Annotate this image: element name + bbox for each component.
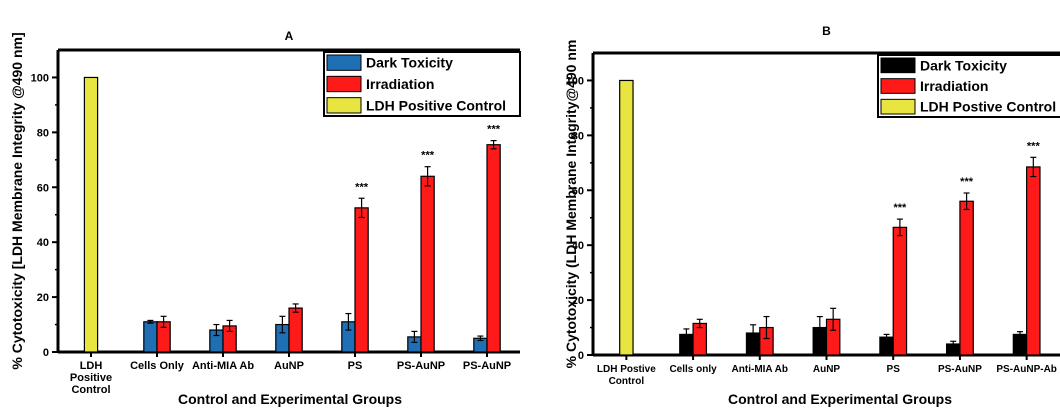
- y-tick-label: 60: [37, 182, 49, 194]
- y-tick-label: 0: [578, 350, 584, 362]
- x-tick-label-line: Positive: [70, 372, 112, 384]
- bar-irradiation: [692, 322, 708, 356]
- legend-entry: Dark Toxicity: [366, 55, 453, 71]
- x-tick-label: PS-AuNP: [463, 360, 511, 372]
- x-tick-label: AuNP: [813, 364, 841, 375]
- legend-entry: Irradiation: [920, 78, 988, 94]
- chart-title: A: [285, 29, 294, 43]
- bar-irradiation: [354, 207, 369, 353]
- bar-irradiation: [892, 226, 908, 356]
- y-tick-label: 80: [37, 127, 49, 139]
- x-tick-label-line: LDH: [80, 360, 103, 372]
- x-tick-label: Cells Only: [130, 360, 185, 372]
- chart-panel-a: A 0 20 40 60 80 100 LDH Positive Control Cells Onl…: [9, 29, 521, 407]
- bar-ldh-positive-control: [83, 76, 99, 353]
- significance-annotation: ***: [487, 124, 501, 136]
- x-tick-label: Anti-MIA Ab: [732, 364, 788, 375]
- x-tick-label: AuNP: [274, 360, 304, 372]
- bar-irradiation: [420, 175, 435, 353]
- legend-swatch: [326, 54, 362, 71]
- y-axis-label: % Cytotoxicity (LDH Membrane Integrity@4…: [563, 40, 579, 369]
- x-tick-label: PS-AuNP-Ab: [996, 364, 1057, 375]
- legend-swatch: [880, 78, 916, 94]
- x-tick-label: PS-AuNP: [938, 364, 982, 375]
- legend-swatch: [880, 57, 916, 74]
- significance-annotation: ***: [355, 181, 369, 193]
- chart-title: B: [822, 24, 831, 38]
- bar-irradiation: [959, 200, 974, 356]
- legend-swatch: [880, 98, 916, 115]
- x-tick-label: Anti-MIA Ab: [192, 360, 254, 372]
- legend-swatch: [326, 97, 362, 114]
- y-tick-label: 20: [37, 292, 49, 304]
- y-tick-label: 20: [572, 295, 584, 307]
- x-tick-label: PS: [887, 364, 901, 375]
- bar-irradiation: [288, 307, 303, 353]
- bar-irradiation: [486, 144, 501, 353]
- y-tick-label: 100: [566, 75, 584, 87]
- bar-ldh-postive-control: [619, 79, 634, 356]
- x-tick-label: Cells only: [669, 364, 717, 375]
- x-tick-label-line: Control: [609, 376, 645, 387]
- legend-entry: Irradiation: [366, 76, 434, 92]
- bar-dark-toxicity: [143, 321, 158, 353]
- y-axis-label: % Cytotoxicity [LDH Membrane Integrity @…: [9, 32, 25, 369]
- x-tick-label: PS: [348, 360, 363, 372]
- legend-entry: LDH Postive Control: [920, 99, 1056, 115]
- x-tick-label-line: Control: [71, 384, 110, 396]
- y-tick-label: 40: [37, 237, 49, 249]
- x-tick-label: PS-AuNP: [397, 360, 445, 372]
- legend-entry: Dark Toxicity: [920, 57, 1007, 73]
- x-tick-label: LDH Positive Control: [70, 360, 112, 396]
- chart-panel-b: B 0 20 40 60 80 100 LDH Postive Control Cells onl…: [563, 24, 1060, 407]
- y-tick-label: 80: [572, 130, 584, 142]
- y-tick-label: 60: [572, 185, 584, 197]
- y-tick-label: 100: [31, 72, 49, 84]
- x-axis-label: Control and Experimental Groups: [728, 391, 952, 407]
- x-axis-label: Control and Experimental Groups: [178, 391, 402, 407]
- significance-annotation: ***: [1027, 140, 1041, 152]
- significance-annotation: ***: [893, 202, 907, 214]
- x-tick-label: LDH Postive Control: [597, 364, 656, 387]
- significance-annotation: ***: [960, 176, 974, 188]
- x-tick-label-line: LDH Postive: [597, 364, 656, 375]
- legend-entry: LDH Positive Control: [366, 97, 506, 113]
- y-tick-label: 0: [43, 347, 49, 359]
- y-tick-label: 40: [572, 240, 584, 252]
- significance-annotation: ***: [421, 150, 435, 162]
- legend-swatch: [326, 75, 362, 93]
- bar-irradiation: [1026, 166, 1041, 356]
